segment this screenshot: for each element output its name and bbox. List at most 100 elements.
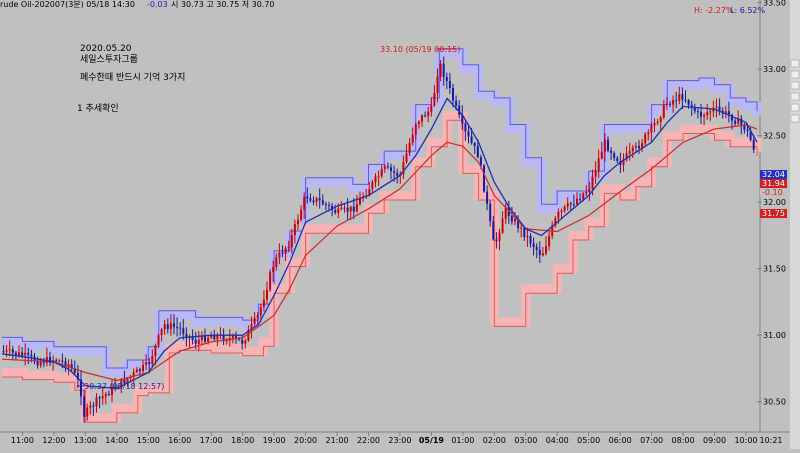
candle-body	[529, 236, 532, 244]
candle-body	[582, 193, 585, 200]
price-tag-label: 31.75	[762, 209, 785, 218]
candle-body	[483, 165, 485, 192]
lower-band-edge	[2, 119, 758, 423]
candle-body	[439, 63, 442, 77]
candle-body	[737, 118, 740, 124]
candle-body	[135, 369, 138, 373]
candle-body	[210, 335, 213, 338]
note-memo: 폐수한때 반드시 기억 3가지	[80, 71, 185, 83]
candle-body	[545, 246, 547, 254]
candle-body	[510, 216, 513, 222]
note-date: 2020.05.20	[80, 44, 132, 54]
y-tick-label: 32.50	[763, 132, 786, 141]
candle-body	[411, 134, 414, 143]
candle-body	[309, 198, 312, 201]
scrollbar-track[interactable]	[790, 0, 800, 449]
candle-body	[700, 111, 702, 117]
candle-body	[49, 357, 51, 363]
candle-body	[216, 335, 219, 340]
candle-body	[656, 121, 659, 123]
candle-body	[312, 200, 315, 202]
x-tick-label: 06:00	[609, 436, 632, 445]
toolbar-button[interactable]	[790, 59, 800, 68]
candle-body	[653, 123, 656, 126]
candle-body	[591, 176, 594, 190]
candle-body	[380, 168, 383, 177]
candle-body	[76, 372, 79, 380]
candle-body	[169, 323, 172, 329]
toolbar-button[interactable]	[790, 92, 800, 101]
candle-body	[703, 115, 706, 117]
candle-body	[740, 118, 743, 125]
candle-body	[687, 100, 690, 105]
candle-body	[572, 204, 575, 206]
candle-body	[473, 143, 476, 147]
candle-body	[235, 336, 237, 339]
y-tick-label: 33.00	[763, 65, 786, 74]
candle-body	[532, 243, 535, 247]
candle-body	[579, 198, 582, 200]
candle-body	[622, 159, 625, 165]
candle-body	[501, 218, 504, 233]
candle-body	[11, 349, 14, 353]
x-tick-label: 11:00	[11, 436, 34, 445]
candle-body	[39, 361, 42, 366]
candle-body	[504, 207, 507, 219]
toolbar-button[interactable]	[790, 114, 800, 123]
low-annotation: 30.37 (05/18 12:57)	[84, 382, 164, 391]
candle-body	[58, 360, 61, 362]
candle-body	[166, 324, 169, 329]
candle-body	[241, 339, 244, 344]
candle-body	[275, 257, 278, 267]
candle-body	[160, 329, 163, 336]
toolbar-button[interactable]	[790, 81, 800, 90]
candle-body	[337, 208, 340, 213]
x-tick-label: 04:00	[546, 436, 569, 445]
candle-body	[603, 139, 606, 152]
price-tag-label: -0.10	[762, 188, 783, 197]
y-tick-label: 30.50	[763, 398, 786, 407]
candle-body	[470, 136, 473, 143]
candle-body	[455, 100, 458, 106]
x-tick-label: 10:00	[734, 436, 757, 445]
candle-body	[259, 307, 262, 316]
candle-body	[5, 350, 8, 352]
candle-body	[306, 196, 309, 199]
candle-body	[560, 210, 563, 212]
candle-body	[396, 172, 399, 176]
candle-body	[24, 352, 27, 356]
toolbar-button[interactable]	[790, 70, 800, 79]
candle-body	[368, 189, 371, 196]
candle-body	[204, 335, 206, 342]
candle-body	[278, 252, 281, 258]
candle-body	[436, 76, 439, 93]
candle-body	[191, 336, 194, 340]
candle-body	[250, 323, 253, 330]
price-tag-box	[760, 179, 787, 188]
x-tick-label: 12:00	[42, 436, 65, 445]
y-tick-label: 32.00	[763, 198, 786, 207]
candle-body	[638, 145, 640, 149]
candle-body	[300, 209, 303, 220]
toolbar-button[interactable]	[790, 103, 800, 112]
candle-body	[343, 207, 346, 209]
candle-body	[185, 333, 188, 339]
candle-body	[2, 351, 5, 353]
candle-body	[631, 147, 634, 152]
candle-body	[514, 219, 516, 222]
candle-body	[222, 334, 225, 341]
candle-body	[55, 360, 58, 362]
candle-body	[247, 329, 250, 341]
candle-body	[588, 189, 591, 192]
candle-body	[690, 104, 693, 108]
candle-body	[176, 327, 179, 329]
candle-body	[538, 249, 541, 256]
candle-body	[566, 203, 569, 207]
note-point1: 1 추세확인	[77, 102, 119, 114]
candle-body	[383, 166, 386, 169]
candle-body	[89, 405, 92, 408]
candle-body	[324, 204, 327, 206]
candle-body	[427, 111, 430, 117]
